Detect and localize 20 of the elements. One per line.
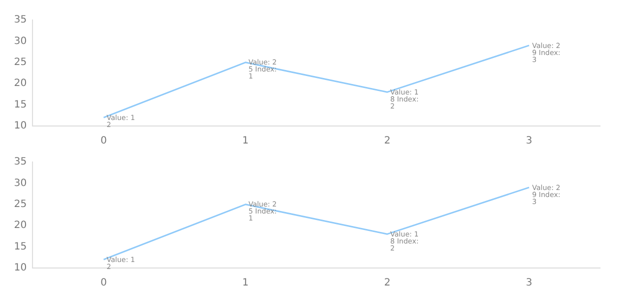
y-tick-label: 35 xyxy=(14,14,27,26)
x-tick-label: 2 xyxy=(384,278,390,289)
y-tick-label: 15 xyxy=(14,99,27,110)
x-tick-label: 0 xyxy=(100,136,107,147)
x-tick-label: 0 xyxy=(100,278,107,289)
y-tick-label: 30 xyxy=(14,178,27,189)
y-tick-label: 10 xyxy=(14,262,27,274)
x-tick-label: 2 xyxy=(384,136,390,147)
y-tick-label: 30 xyxy=(14,36,27,47)
y-tick-label: 35 xyxy=(14,156,27,168)
x-tick-label: 1 xyxy=(242,136,249,147)
x-tick-label: 3 xyxy=(526,136,532,147)
y-tick-label: 15 xyxy=(14,241,27,252)
x-tick-label: 1 xyxy=(242,278,249,289)
y-tick-label: 10 xyxy=(14,120,27,132)
y-tick-label: 25 xyxy=(14,56,27,68)
y-tick-label: 20 xyxy=(14,220,27,232)
y-tick-label: 20 xyxy=(14,78,27,90)
y-tick-label: 25 xyxy=(14,198,27,210)
x-tick-label: 3 xyxy=(526,278,532,289)
